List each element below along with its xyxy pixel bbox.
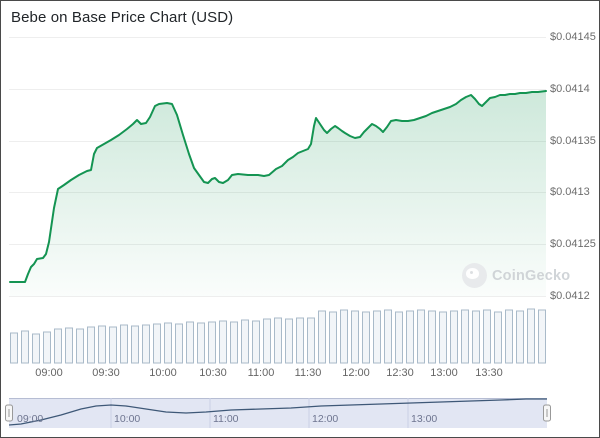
volume-bar <box>263 318 271 364</box>
h-gridline <box>9 89 546 90</box>
y-axis-label: $0.04145 <box>550 31 596 43</box>
volume-bar <box>186 321 194 364</box>
h-gridline <box>9 296 546 297</box>
x-axis-label: 12:30 <box>386 367 414 379</box>
volume-bar <box>351 310 359 364</box>
navigator-time-label: 12:00 <box>312 413 339 425</box>
x-axis-label: 11:00 <box>247 367 275 379</box>
volume-bar <box>307 317 315 364</box>
volume-bar <box>65 327 73 364</box>
volume-bar <box>230 321 238 364</box>
volume-bar <box>395 311 403 364</box>
y-axis-label: $0.0412 <box>550 290 590 302</box>
volume-bar <box>142 324 150 364</box>
x-axis-label: 11:30 <box>294 367 322 379</box>
coingecko-watermark: CoinGecko <box>462 263 570 288</box>
volume-bar <box>274 317 282 364</box>
volume-bar <box>340 309 348 364</box>
x-axis-label: 09:30 <box>92 367 120 379</box>
x-axis-label: 12:00 <box>342 367 370 379</box>
x-axis-label: 13:30 <box>475 367 503 379</box>
price-line <box>9 90 547 283</box>
h-gridline <box>9 37 546 38</box>
volume-bar <box>241 319 249 364</box>
price-area-fill <box>10 91 546 296</box>
volume-bar <box>76 328 84 364</box>
x-axis-label: 09:00 <box>35 367 63 379</box>
navigator-time-label: 09:00 <box>17 413 44 425</box>
y-axis-label: $0.04135 <box>550 135 596 147</box>
volume-bar <box>197 322 205 364</box>
volume-bar <box>450 310 458 364</box>
volume-bar <box>406 310 414 364</box>
coingecko-logo-icon <box>462 263 487 288</box>
y-axis-label: $0.04125 <box>550 238 596 250</box>
volume-bar <box>439 311 447 364</box>
volume-bar <box>329 311 337 364</box>
volume-bar <box>472 310 480 364</box>
navigator-time-label: 10:00 <box>114 413 141 425</box>
volume-bar <box>21 330 29 364</box>
volume-bars <box>10 308 546 364</box>
volume-bar <box>516 310 524 364</box>
volume-bar <box>461 309 469 364</box>
volume-bar <box>296 317 304 364</box>
volume-bar <box>373 310 381 364</box>
navigator-time-label: 13:00 <box>411 413 438 425</box>
range-navigator[interactable] <box>5 398 551 428</box>
volume-bar <box>98 325 106 364</box>
volume-bar <box>428 310 436 364</box>
coingecko-watermark-label: CoinGecko <box>492 267 571 284</box>
y-axis-label: $0.0413 <box>550 186 590 198</box>
h-gridline <box>9 141 546 142</box>
volume-bar <box>318 310 326 364</box>
volume-bar <box>43 331 51 364</box>
volume-bar <box>505 309 513 364</box>
volume-bar <box>87 326 95 364</box>
x-axis-label: 13:00 <box>430 367 458 379</box>
volume-bar <box>208 321 216 364</box>
volume-bar <box>494 311 502 364</box>
volume-bar <box>252 320 260 364</box>
volume-bar <box>131 325 139 364</box>
volume-bar <box>32 333 40 364</box>
chart-title: Bebe on Base Price Chart (USD) <box>11 9 234 26</box>
y-axis-label: $0.0414 <box>550 83 590 95</box>
volume-bar <box>285 318 293 364</box>
volume-bar <box>527 308 535 364</box>
volume-bar <box>538 309 546 364</box>
x-axis-label: 10:00 <box>149 367 177 379</box>
volume-bar <box>109 326 117 364</box>
navigator-band[interactable] <box>9 398 547 428</box>
volume-bar <box>164 322 172 364</box>
volume-bar <box>417 309 425 364</box>
x-axis-label: 10:30 <box>199 367 227 379</box>
navigator-time-label: 11:00 <box>213 413 239 425</box>
volume-bar <box>384 309 392 364</box>
volume-bar <box>10 332 18 364</box>
volume-bar <box>120 324 128 364</box>
volume-bar <box>153 323 161 364</box>
volume-bar <box>362 311 370 364</box>
volume-bar <box>483 309 491 364</box>
volume-bar <box>219 320 227 364</box>
volume-bar <box>175 323 183 364</box>
volume-bar <box>54 328 62 364</box>
